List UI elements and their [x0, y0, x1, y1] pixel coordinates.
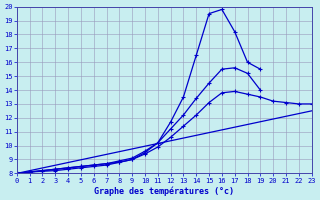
X-axis label: Graphe des températures (°c): Graphe des températures (°c)	[94, 186, 234, 196]
